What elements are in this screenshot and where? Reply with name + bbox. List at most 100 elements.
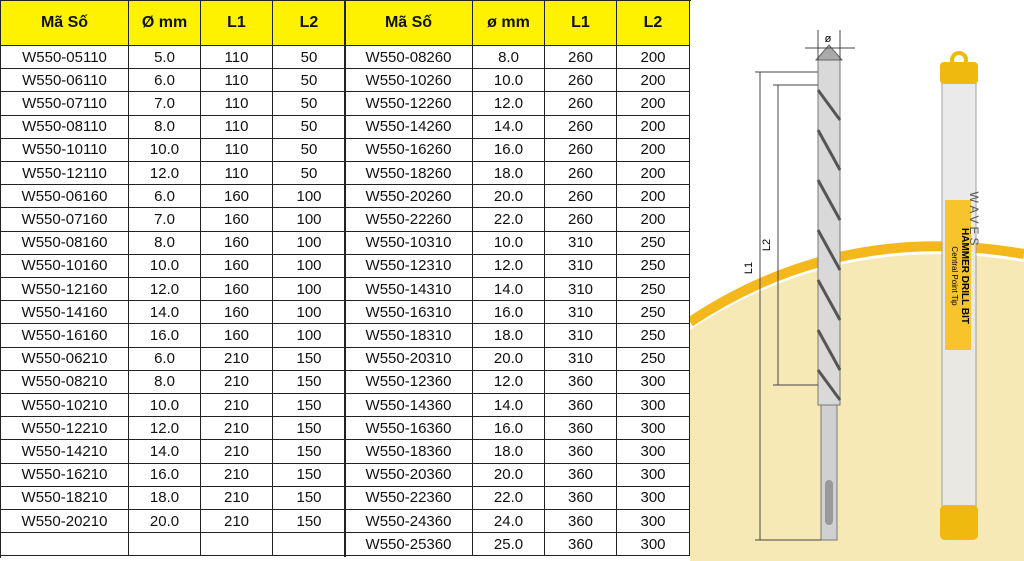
table-cell: W550-08110 <box>1 115 129 139</box>
table-cell: 6.0 <box>129 69 201 93</box>
table-cell: 10.0 <box>473 69 545 93</box>
table-cell: 10.0 <box>473 231 545 255</box>
product-name: HAMMER DRILL BIT <box>959 228 970 324</box>
table-cell: 360 <box>545 417 617 441</box>
table-cell: 300 <box>617 417 690 441</box>
table-cell: W550-10110 <box>1 138 129 162</box>
table-cell: 10.0 <box>129 254 201 278</box>
table-cell: W550-14160 <box>1 301 129 325</box>
table-cell: 310 <box>545 324 617 348</box>
table-cell: 18.0 <box>473 324 545 348</box>
table-cell: 12.0 <box>129 278 201 302</box>
table-cell <box>129 533 201 557</box>
table-cell: 100 <box>273 278 346 302</box>
table-cell: 200 <box>617 92 690 116</box>
header-cell: Ø mm <box>129 1 201 46</box>
table-cell: 160 <box>201 278 273 302</box>
table-cell: 12.0 <box>129 162 201 186</box>
table-cell: 14.0 <box>473 278 545 302</box>
table-cell: 250 <box>617 278 690 302</box>
table-cell: 210 <box>201 394 273 418</box>
table-cell: W550-14210 <box>1 440 129 464</box>
table-cell: 8.0 <box>129 115 201 139</box>
table-cell: 210 <box>201 463 273 487</box>
table-cell: W550-14310 <box>345 278 473 302</box>
table-cell: 50 <box>273 162 346 186</box>
table-cell: W550-22360 <box>345 486 473 510</box>
table-cell: 200 <box>617 185 690 209</box>
table-cell: 18.0 <box>129 486 201 510</box>
table-cell: 260 <box>545 208 617 232</box>
table-cell: 16.0 <box>473 417 545 441</box>
table-cell: 200 <box>617 46 690 70</box>
table-cell: 10.0 <box>129 138 201 162</box>
table-cell: W550-08160 <box>1 231 129 255</box>
table-cell: 160 <box>201 324 273 348</box>
table-cell: 300 <box>617 394 690 418</box>
table-cell: 200 <box>617 138 690 162</box>
table-cell: 210 <box>201 347 273 371</box>
tube-loop <box>950 51 968 69</box>
table-cell: W550-08210 <box>1 370 129 394</box>
table-cell: 20.0 <box>473 185 545 209</box>
table-cell: W550-10160 <box>1 254 129 278</box>
spec-table: Mã Số W550-05110 W550-06110 W550-07110 W550-… <box>0 0 691 558</box>
table-cell: 110 <box>201 115 273 139</box>
table-cell: W550-16260 <box>345 138 473 162</box>
table-cell: 6.0 <box>129 185 201 209</box>
header-cell: L1 <box>545 1 617 46</box>
table-cell: W550-18260 <box>345 162 473 186</box>
table-cell: W550-20260 <box>345 185 473 209</box>
table-cell: 100 <box>273 324 346 348</box>
header-cell: L2 <box>273 1 346 46</box>
table-cell <box>1 533 129 557</box>
table-cell: 18.0 <box>473 162 545 186</box>
table-cell: 16.0 <box>473 301 545 325</box>
table-cell: 360 <box>545 394 617 418</box>
table-cell: 310 <box>545 231 617 255</box>
table-cell: 250 <box>617 301 690 325</box>
table-cell: 50 <box>273 138 346 162</box>
table-cell: W550-06210 <box>1 347 129 371</box>
table-cell: 18.0 <box>473 440 545 464</box>
table-cell: 360 <box>545 440 617 464</box>
table-cell: 110 <box>201 138 273 162</box>
table-cell: 210 <box>201 417 273 441</box>
table-cell: 260 <box>545 115 617 139</box>
table-cell: 260 <box>545 138 617 162</box>
table-cell: 100 <box>273 185 346 209</box>
table-cell: 250 <box>617 231 690 255</box>
table-cell: 310 <box>545 347 617 371</box>
table-cell: 310 <box>545 254 617 278</box>
tube-cap <box>940 505 978 540</box>
table-cell: 10.0 <box>129 394 201 418</box>
table-cell: 50 <box>273 115 346 139</box>
table-cell: 360 <box>545 486 617 510</box>
table-cell: W550-12310 <box>345 254 473 278</box>
table-cell: 160 <box>201 185 273 209</box>
table-cell: 8.0 <box>473 46 545 70</box>
table-cell: 360 <box>545 533 617 557</box>
table-cell: W550-20360 <box>345 463 473 487</box>
table-cell: 360 <box>545 463 617 487</box>
header-cell: ø mm <box>473 1 545 46</box>
table-cell: 14.0 <box>129 301 201 325</box>
table-cell: W550-22260 <box>345 208 473 232</box>
table-cell: 160 <box>201 301 273 325</box>
table-cell: 210 <box>201 370 273 394</box>
table-cell: 310 <box>545 278 617 302</box>
table-cell: 14.0 <box>473 115 545 139</box>
table-cell: 200 <box>617 69 690 93</box>
table-cell: 300 <box>617 533 690 557</box>
table-cell: 210 <box>201 510 273 534</box>
drill-tip <box>814 44 844 61</box>
table-cell: 12.0 <box>129 417 201 441</box>
table-cell: W550-16210 <box>1 463 129 487</box>
table-cell: 150 <box>273 417 346 441</box>
table-cell: 260 <box>545 46 617 70</box>
table-cell: W550-16160 <box>1 324 129 348</box>
header-cell: Mã Số <box>1 1 129 46</box>
table-cell: 22.0 <box>473 486 545 510</box>
table-cell: 160 <box>201 208 273 232</box>
